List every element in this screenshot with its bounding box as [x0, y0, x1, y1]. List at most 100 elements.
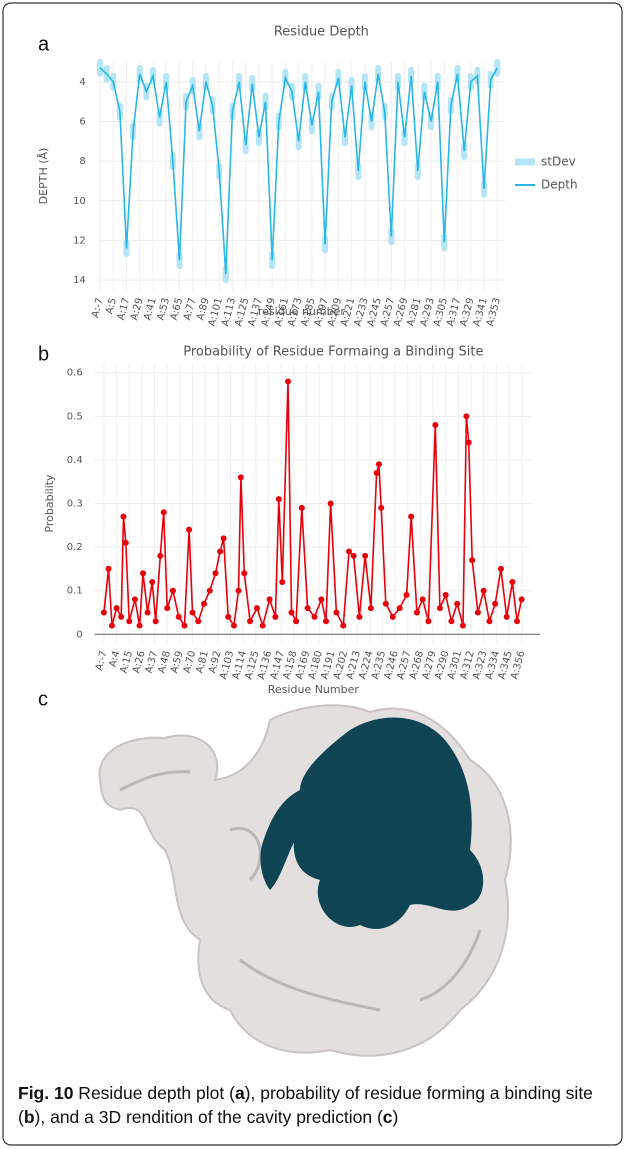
data-point	[305, 605, 311, 611]
caption: Fig. 10 Residue depth plot (a), probabil…	[18, 1081, 613, 1129]
data-point	[186, 527, 192, 533]
figure: c aResidue Depth468101214A:-7A:5A:17A:29…	[0, 0, 627, 1149]
cavity-region	[328, 876, 344, 892]
data-point	[340, 623, 346, 629]
data-point	[132, 596, 138, 602]
x-tick-label: A:-7	[90, 297, 106, 319]
caption-label: Fig. 10	[18, 1083, 73, 1103]
y-tick-label: 8	[79, 156, 85, 167]
data-point	[299, 505, 305, 511]
data-point	[333, 609, 339, 615]
y-tick-label: 0.2	[67, 542, 83, 553]
data-point	[153, 618, 159, 624]
chart-title: Probability of Residue Formaing a Bindin…	[183, 345, 483, 360]
data-point	[161, 509, 167, 515]
x-axis-title: Residue Number	[268, 683, 360, 696]
data-point	[145, 609, 151, 615]
data-point	[514, 618, 520, 624]
data-point	[195, 618, 201, 624]
chart-title: Residue Depth	[274, 25, 369, 40]
data-point	[469, 557, 475, 563]
y-tick-label: 0.5	[67, 411, 83, 422]
data-point	[247, 618, 253, 624]
data-point	[362, 553, 368, 559]
data-point	[463, 413, 469, 419]
y-tick-label: 0	[76, 629, 82, 640]
data-point	[378, 505, 384, 511]
data-point	[109, 623, 115, 629]
data-point	[481, 588, 487, 594]
y-tick-label: 0.4	[67, 455, 83, 466]
data-point	[106, 566, 112, 572]
data-point	[118, 614, 124, 620]
data-point	[276, 496, 282, 502]
data-point	[288, 609, 294, 615]
caption-text: c	[383, 1107, 393, 1127]
data-point	[383, 601, 389, 607]
y-tick-label: 4	[79, 77, 85, 88]
data-point	[101, 609, 107, 615]
y-tick-label: 10	[73, 196, 86, 207]
data-point	[272, 614, 278, 620]
data-point	[443, 592, 449, 598]
data-point	[176, 614, 182, 620]
data-point	[137, 623, 143, 629]
protein-render	[100, 705, 511, 1055]
data-point	[236, 588, 242, 594]
data-point	[404, 592, 410, 598]
data-point	[356, 614, 362, 620]
data-point	[504, 614, 510, 620]
caption-text: ), and a 3D rendition of the cavity pred…	[35, 1107, 383, 1127]
data-point	[170, 588, 176, 594]
data-point	[293, 618, 299, 624]
data-point	[181, 623, 187, 629]
data-point	[432, 422, 438, 428]
data-point	[260, 623, 266, 629]
data-point	[498, 566, 504, 572]
data-point	[164, 605, 170, 611]
data-point	[486, 618, 492, 624]
data-point	[285, 378, 291, 384]
data-point	[123, 540, 129, 546]
data-point	[519, 596, 525, 602]
data-point	[466, 439, 472, 445]
data-point	[346, 548, 352, 554]
data-point	[207, 588, 213, 594]
data-point	[267, 596, 273, 602]
caption-text: a	[235, 1083, 245, 1103]
legend-label: Depth	[541, 178, 578, 192]
data-point	[414, 609, 420, 615]
legend-label: stDev	[541, 155, 576, 169]
data-point	[448, 618, 454, 624]
data-point	[390, 614, 396, 620]
data-point	[120, 514, 126, 520]
data-point	[231, 623, 237, 629]
data-point	[376, 461, 382, 467]
data-point	[454, 601, 460, 607]
data-point	[351, 553, 357, 559]
y-axis-title: DEPTH (Å)	[37, 148, 50, 205]
data-point	[254, 605, 260, 611]
caption-text: )	[393, 1107, 399, 1127]
data-point	[328, 501, 334, 507]
data-point	[201, 601, 207, 607]
data-point	[420, 596, 426, 602]
data-point	[425, 618, 431, 624]
data-point	[460, 623, 466, 629]
data-point	[312, 614, 318, 620]
caption-text: Residue depth plot (	[73, 1083, 235, 1103]
y-tick-label: 0.1	[67, 586, 83, 597]
data-point	[221, 535, 227, 541]
data-point	[190, 609, 196, 615]
data-point	[368, 605, 374, 611]
data-point	[509, 579, 515, 585]
y-tick-label: 6	[79, 116, 85, 127]
data-point	[217, 548, 223, 554]
data-point	[241, 570, 247, 576]
data-point	[492, 601, 498, 607]
data-point	[437, 605, 443, 611]
y-axis-title: Probability	[43, 474, 56, 533]
data-point	[157, 553, 163, 559]
panel-label: b	[38, 343, 49, 365]
caption-text: b	[24, 1107, 35, 1127]
